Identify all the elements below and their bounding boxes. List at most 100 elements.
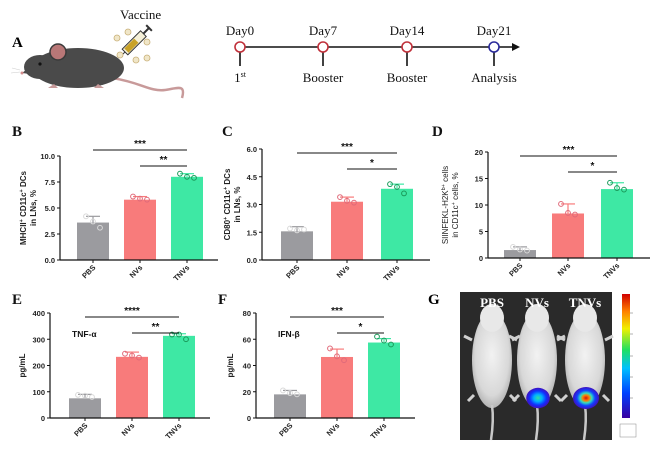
timeline-arrowhead <box>512 43 520 51</box>
y-axis-label-line2: in CD11c+ cells, % <box>451 172 460 237</box>
y-axis-label-text: cells <box>441 166 450 184</box>
data-point <box>176 331 182 338</box>
significance-label: ** <box>152 322 160 333</box>
data-point <box>621 186 627 193</box>
data-point <box>144 196 150 203</box>
y-tick-label: 300 <box>32 335 45 344</box>
x-tick-label: PBS <box>507 261 524 278</box>
bar-nvs <box>331 201 363 260</box>
bar-nvs <box>124 199 156 260</box>
data-point <box>177 170 183 177</box>
timeline-event-superscript: st <box>241 70 247 79</box>
bar-nvs <box>321 356 353 418</box>
x-tick-label: NVs <box>335 263 352 280</box>
y-axis-label-text: in LNs, % <box>233 186 242 222</box>
y-tick-label: 5 <box>479 228 483 237</box>
x-tick-label: PBS <box>284 263 301 280</box>
y-axis-label-text: in CD11c <box>451 205 460 237</box>
significance-label: *** <box>563 145 575 156</box>
bar-pbs <box>274 394 306 418</box>
y-axis-label: pg/mL <box>226 353 235 377</box>
y-axis-label-text: CD11c <box>19 192 28 219</box>
y-tick-label: 40 <box>243 362 251 371</box>
bioluminescence-signal <box>526 387 550 409</box>
data-point <box>572 211 578 218</box>
imaged-mouse-head <box>480 304 504 332</box>
bar-tnvs <box>163 335 195 418</box>
imaging-group-label: PBS <box>480 295 504 310</box>
imaged-mouse-body <box>517 312 557 408</box>
significance-label: *** <box>134 139 146 150</box>
y-axis-label: CD80+ CD11c+ DCs <box>223 168 232 240</box>
timeline-day-label: Day0 <box>226 23 254 38</box>
bar-tnvs <box>601 189 633 258</box>
data-point <box>517 246 523 253</box>
timeline-event-label: Booster <box>387 70 428 85</box>
data-point <box>607 179 613 186</box>
bar-nvs <box>116 356 148 418</box>
significance-label: *** <box>341 142 353 153</box>
significance-label: * <box>359 322 363 333</box>
y-axis-label-superscript: b+ <box>441 184 447 190</box>
timeline-event-label: Booster <box>303 70 344 85</box>
y-axis-label-line2: in LNs, % <box>29 190 38 226</box>
data-point <box>381 337 387 344</box>
mouse-nose <box>20 71 24 75</box>
timeline-day-label: Day14 <box>390 23 425 38</box>
data-point <box>374 333 380 340</box>
significance-label: ** <box>160 155 168 166</box>
data-point <box>287 225 293 232</box>
significance-label: **** <box>124 306 140 317</box>
imaged-mouse-head <box>525 304 549 332</box>
y-tick-label: 3.0 <box>247 201 257 210</box>
data-point <box>614 185 620 191</box>
colorbar-legend-box <box>619 423 637 438</box>
imaged-mouse-tail <box>489 404 495 441</box>
bar-tnvs <box>171 176 203 260</box>
panel-label: F <box>218 292 227 308</box>
y-tick-label: 0 <box>247 414 251 423</box>
mouse-illustration <box>10 43 185 99</box>
data-point <box>327 345 333 352</box>
timeline-day-label: Day7 <box>309 23 338 38</box>
data-point <box>565 210 571 216</box>
y-tick-label: 10.0 <box>40 152 55 161</box>
syringe-icon <box>120 24 153 57</box>
x-tick-label: TNVs <box>381 263 401 283</box>
panel-label: D <box>432 124 443 140</box>
timeline-node <box>317 41 329 53</box>
bar-pbs <box>504 250 536 258</box>
data-point <box>89 394 95 400</box>
data-point <box>287 390 293 396</box>
y-tick-label: 2.5 <box>45 230 55 239</box>
y-tick-label: 400 <box>32 309 45 318</box>
data-point <box>524 247 530 254</box>
y-tick-label: 6.0 <box>247 145 257 154</box>
data-point <box>169 331 175 338</box>
data-point <box>334 353 340 360</box>
x-tick-label: TNVs <box>601 261 621 281</box>
y-axis-label-text: pg/mL <box>18 353 27 377</box>
timeline-event-text: Booster <box>387 70 428 85</box>
timeline-event-text: 1 <box>234 70 241 85</box>
data-point <box>183 336 189 343</box>
y-axis-label-line2: in LNs, % <box>233 186 242 222</box>
y-tick-label: 15 <box>475 175 483 184</box>
x-tick-label: NVs <box>120 421 137 438</box>
data-point <box>510 243 516 250</box>
data-point <box>82 392 88 399</box>
y-tick-label: 200 <box>32 362 45 371</box>
y-axis-label-text: MHCII <box>19 222 28 245</box>
data-point <box>294 391 300 398</box>
significance-label: * <box>591 161 595 172</box>
y-axis-label: pg/mL <box>18 353 27 377</box>
timeline-event-label: Analysis <box>471 70 517 85</box>
x-tick-label: NVs <box>556 261 573 278</box>
data-point <box>130 193 136 200</box>
y-tick-label: 20 <box>475 148 483 157</box>
chart-annotation: TNF-α <box>72 329 97 339</box>
